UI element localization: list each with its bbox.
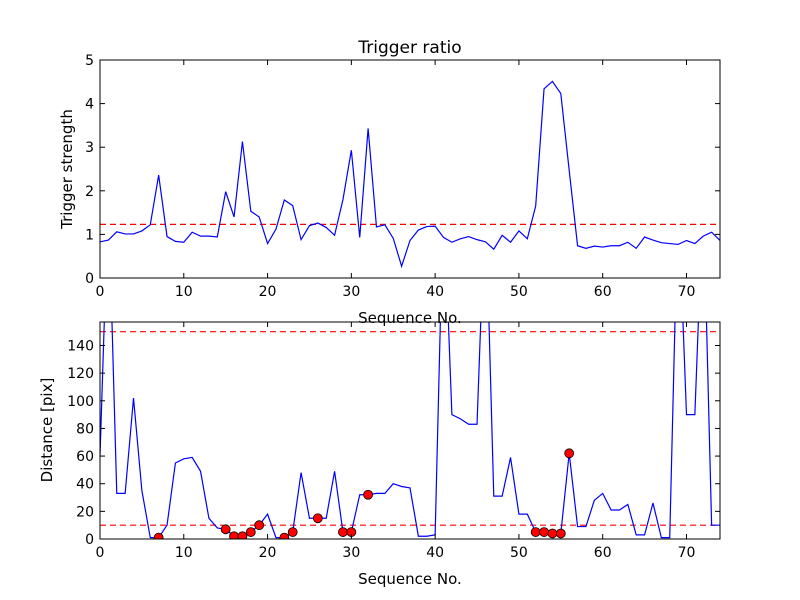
data-marker [237,531,248,539]
data-marker [312,513,323,524]
x-tick-label: 10 [175,545,193,561]
top-x-ticks: 0 10 20 30 40 50 60 70 [96,60,696,300]
data-marker [254,520,265,531]
distance-line [100,322,720,539]
y-tick-label: 2 [85,184,94,200]
top-plot-frame [99,59,721,279]
top-y-axis-label: Trigger strength [58,109,76,230]
trigger-ratio-chart: Trigger ratio 0 10 20 30 40 50 60 70 0 1 2 3 4 5 Seq… [58,38,721,327]
x-tick-label: 70 [678,284,696,300]
bottom-y-axis-label: Distance [pix] [38,378,56,483]
x-tick-label: 40 [426,545,444,561]
data-marker [287,527,298,537]
x-tick-label: 40 [426,284,444,300]
bottom-plot-frame [99,321,721,540]
top-y-ticks: 0 1 2 3 4 5 [85,53,720,287]
bottom-plot-lines [100,322,720,539]
bottom-y-ticks: 0 20 40 60 80 100 120 140 [67,338,720,548]
y-tick-label: 80 [76,421,94,437]
y-tick-label: 0 [85,532,94,548]
y-tick-label: 4 [85,97,94,113]
y-tick-label: 140 [67,338,94,354]
x-tick-label: 60 [594,284,612,300]
top-plot-lines [100,80,720,269]
x-tick-label: 20 [259,284,277,300]
data-marker [539,527,549,537]
trigger-strength-line [100,80,720,269]
data-marker [564,448,575,459]
chart-title: Trigger ratio [357,38,461,58]
data-marker [279,532,290,539]
data-marker [530,527,541,537]
data-marker [220,524,231,535]
y-tick-label: 120 [67,366,94,382]
y-tick-label: 3 [85,140,94,156]
x-tick-label: 0 [96,545,105,561]
y-tick-label: 5 [85,53,94,69]
bottom-x-axis-label: Sequence No. [358,570,462,588]
x-tick-label: 30 [342,545,360,561]
y-tick-label: 20 [76,504,94,520]
x-tick-label: 30 [342,284,360,300]
y-tick-label: 0 [85,271,94,287]
y-tick-label: 100 [67,394,94,410]
data-marker [338,527,348,537]
y-tick-label: 60 [76,449,94,465]
x-tick-label: 70 [678,545,696,561]
x-tick-label: 20 [259,545,277,561]
distance-chart: 0 10 20 30 40 50 60 70 0 20 40 60 80 100 120 140 Seque… [38,321,721,588]
data-marker [245,527,256,537]
x-tick-label: 0 [96,284,105,300]
y-tick-label: 40 [76,477,94,493]
data-marker [547,528,558,539]
x-tick-label: 50 [510,545,528,561]
y-tick-label: 1 [85,227,94,243]
distance-markers [153,448,575,539]
bottom-threshold-lines [100,331,720,526]
x-tick-label: 50 [510,284,528,300]
bottom-x-ticks: 0 10 20 30 40 50 60 70 [96,322,696,561]
x-tick-label: 10 [175,284,193,300]
data-marker [363,489,374,500]
data-marker [555,528,566,539]
x-tick-label: 60 [594,545,612,561]
top-x-axis-label: Sequence No. [358,309,462,327]
data-marker [153,532,164,539]
